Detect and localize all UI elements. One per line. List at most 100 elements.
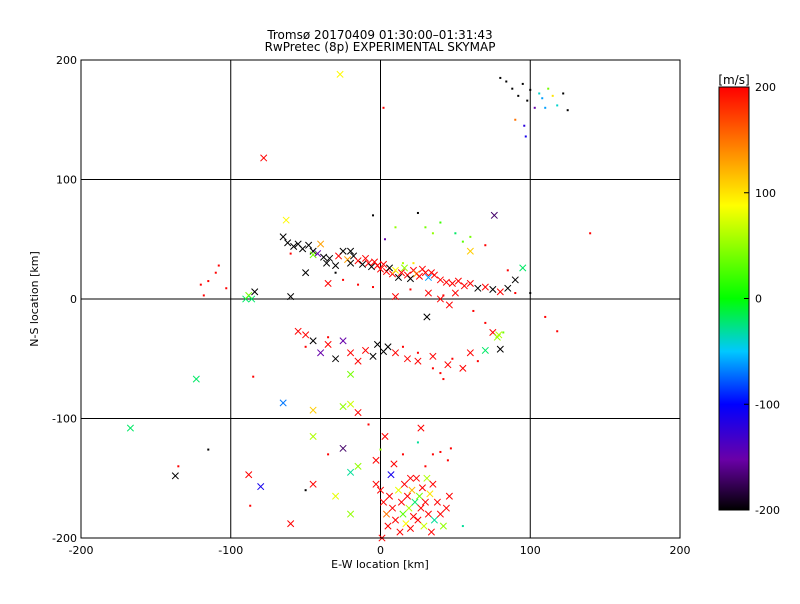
data-point-cross: [444, 361, 452, 369]
data-point-cross: [460, 282, 468, 290]
data-point-cross: [346, 259, 355, 267]
y-tick-label: -100: [52, 413, 77, 426]
data-point-dot: [544, 106, 547, 109]
data-point-dot: [446, 459, 449, 462]
data-point-dot: [506, 269, 509, 272]
data-point-dot: [416, 441, 419, 444]
data-point-cross: [323, 259, 331, 267]
data-point-cross: [474, 284, 482, 292]
data-point-cross: [417, 504, 425, 512]
data-point-cross: [284, 239, 292, 247]
data-point-cross: [391, 349, 400, 357]
data-point-dot: [541, 97, 544, 100]
data-point-cross: [414, 516, 422, 524]
data-point-cross: [382, 510, 391, 518]
data-point-cross: [459, 364, 467, 372]
data-point-cross: [430, 271, 438, 279]
data-point-cross: [282, 216, 290, 224]
data-point-cross: [414, 357, 422, 365]
data-point-cross: [442, 278, 450, 286]
data-point-dot: [409, 288, 412, 291]
data-point-cross: [451, 289, 459, 297]
data-point-dot: [556, 330, 559, 333]
data-point-cross: [384, 522, 392, 530]
data-point-dot: [431, 453, 434, 456]
data-point-dot: [424, 226, 427, 229]
data-point-cross: [403, 492, 412, 500]
data-point-cross: [496, 345, 504, 353]
data-point-cross: [394, 273, 403, 282]
data-point-cross: [417, 424, 425, 432]
data-point-dot: [249, 504, 252, 507]
data-point-dot: [416, 211, 419, 214]
data-point-cross: [171, 472, 179, 480]
data-point-dot: [401, 453, 404, 456]
data-point-cross: [324, 279, 332, 288]
data-point-cross: [466, 349, 474, 357]
data-point-dot: [416, 351, 419, 354]
data-point-dot: [334, 271, 337, 274]
colorbar-tick-label: 0: [755, 293, 762, 306]
y-axis-label: N-S location [km]: [28, 251, 41, 347]
axis-ticks: -200 -100 0 100 200 -200 -100 0 100 200: [52, 54, 690, 557]
data-point-cross: [394, 486, 403, 494]
data-point-dot: [382, 106, 385, 109]
data-point-cross: [424, 289, 432, 297]
data-point-cross: [309, 251, 317, 259]
data-point-dot: [357, 283, 360, 286]
data-point-cross: [387, 471, 395, 479]
y-tick-label: -200: [52, 532, 77, 545]
data-point-cross: [339, 444, 347, 452]
data-point-cross: [400, 264, 409, 272]
data-point-cross: [481, 283, 489, 291]
data-point-cross: [504, 284, 512, 292]
data-point-dot: [544, 315, 547, 318]
y-tick-label: 0: [70, 293, 77, 306]
data-point-cross: [309, 337, 317, 345]
data-point-dot: [372, 214, 375, 217]
data-point-cross: [408, 486, 416, 494]
data-point-dot: [484, 321, 487, 324]
data-point-cross: [400, 480, 409, 488]
x-tick-label: -100: [218, 544, 243, 557]
data-point-cross: [399, 510, 407, 518]
data-point-cross: [391, 516, 400, 524]
data-point-cross: [436, 510, 444, 518]
data-point-dot: [562, 92, 565, 95]
data-point-dot: [451, 357, 454, 360]
data-point-cross: [287, 293, 295, 301]
data-point-cross: [317, 240, 325, 248]
data-point-dot: [514, 118, 517, 121]
data-point-dot: [454, 232, 457, 235]
data-point-dot: [431, 367, 434, 370]
data-point-cross: [490, 211, 498, 219]
data-point-cross: [391, 266, 400, 274]
data-point-cross: [379, 498, 388, 506]
data-point-dot: [469, 235, 472, 238]
data-point-dot: [372, 286, 375, 289]
data-point-cross: [427, 528, 435, 536]
data-point-cross: [396, 528, 404, 536]
data-point-dot: [431, 232, 434, 235]
colorbar-ticks: 200 100 0 -100 -200: [744, 81, 780, 517]
data-point-cross: [448, 279, 456, 288]
data-point-dot: [529, 292, 532, 295]
data-point-cross: [466, 247, 474, 255]
data-point-cross: [354, 462, 362, 470]
data-point-cross: [305, 241, 313, 249]
data-point-cross: [354, 408, 362, 417]
data-point-cross: [409, 512, 417, 521]
data-point-cross: [385, 264, 394, 272]
data-point-dot: [439, 372, 442, 375]
data-point-cross: [519, 264, 527, 272]
data-point-cross: [429, 352, 437, 360]
data-point-cross: [346, 247, 355, 255]
data-point-dot: [538, 92, 541, 95]
data-point-dot: [439, 450, 442, 453]
data-point-cross: [423, 313, 431, 321]
data-point-cross: [346, 510, 355, 518]
data-point-dot: [476, 360, 479, 363]
data-point-dot: [499, 76, 502, 79]
